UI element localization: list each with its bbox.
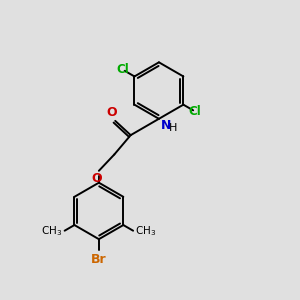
Text: O: O (106, 106, 117, 119)
Text: O: O (91, 172, 102, 185)
Text: CH$_3$: CH$_3$ (135, 224, 156, 238)
Text: N: N (160, 119, 171, 132)
Text: H: H (168, 123, 177, 133)
Text: Cl: Cl (189, 105, 202, 118)
Text: Cl: Cl (116, 63, 129, 76)
Text: Br: Br (91, 253, 107, 266)
Text: CH$_3$: CH$_3$ (41, 224, 63, 238)
